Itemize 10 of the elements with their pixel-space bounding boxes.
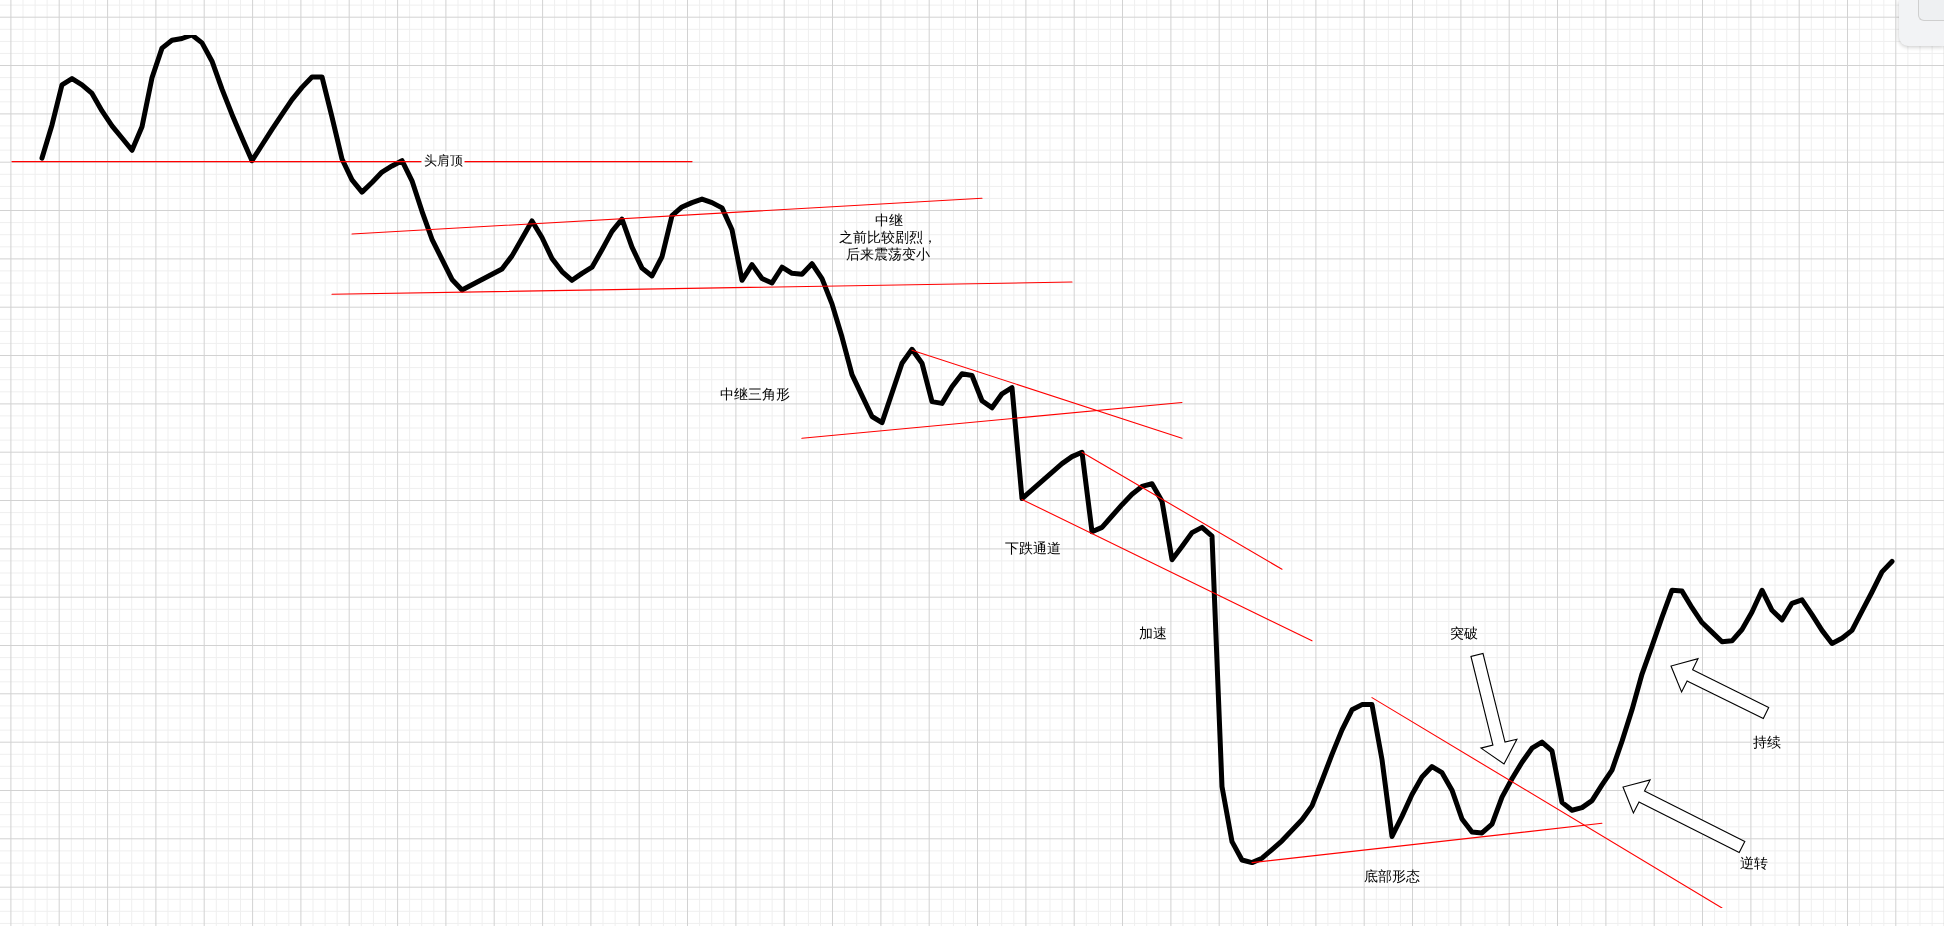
annotation: 底部形态 [1364, 867, 1420, 884]
annotation: 下跌通道 [1005, 539, 1061, 557]
annotation: 中继三角形 [720, 385, 790, 403]
annotation: 头肩顶 [421, 151, 465, 169]
annotation: 持续 [1753, 733, 1781, 751]
annotation: 突破 [1450, 624, 1478, 642]
annotation: 之前比较剧烈，后来震荡变小 [838, 228, 939, 263]
annotation: 逆转 [1740, 854, 1768, 872]
annotation: 加速 [1139, 624, 1167, 642]
annotation: 中继 [874, 211, 903, 228]
